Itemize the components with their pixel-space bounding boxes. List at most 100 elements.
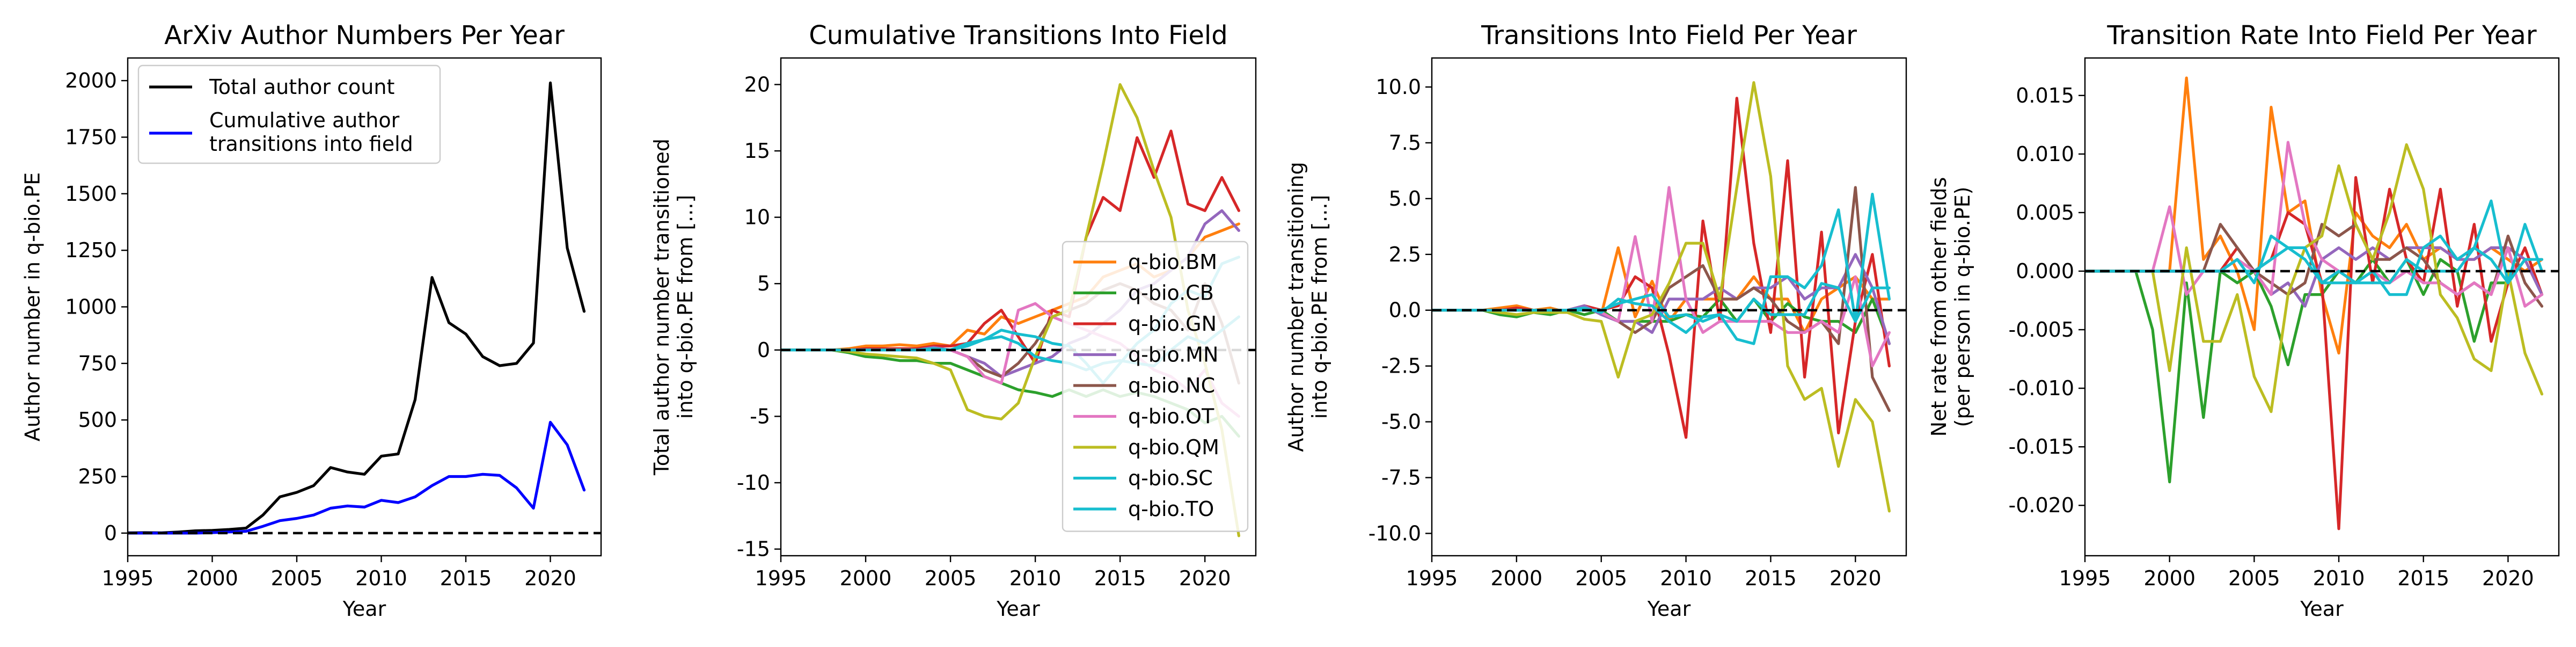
chart-panel-4: Transition Rate Into Field Per Year Year N… [1927,20,2560,621]
series-line-q-bio-gn [2085,176,2544,530]
legend-label: Cumulative author transitions into field [209,108,413,156]
series-line-total-author-count [128,81,586,535]
y-tick-label: 5 [757,272,770,295]
y-tick-label: 5.0 [1389,187,1421,210]
y-tick-label: 10.0 [1375,75,1421,99]
legend: Total author count Cumulative author trans… [137,64,441,164]
y-tick-label: 1500 [65,182,117,206]
x-axis-label: Year [996,597,1040,621]
chart-panel-1: ArXiv Author Numbers Per Year Year Author … [20,20,602,621]
x-tick-label: 2000 [2143,566,2196,590]
y-tick-label: 0.005 [2016,201,2074,224]
series-line-q-bio-qm [2085,143,2544,413]
x-tick-label: 2020 [1829,566,1882,590]
series-line-q-bio-qm [1432,81,1891,513]
x-tick-label: 2020 [1179,566,1231,590]
series-line-q-bio-qm [781,83,1240,537]
y-axis-label: Net rate from other fields(per person in… [1927,177,1974,437]
x-tick-label: 1995 [1406,566,1458,590]
legend-label: q-bio.BM [1128,250,1217,274]
series-line-q-bio-bm [2085,76,2544,355]
x-tick-label: 1995 [2059,566,2111,590]
y-tick-label: 20 [744,72,770,96]
x-tick-label: 2005 [271,566,323,590]
y-tick-label: -0.020 [2009,493,2075,517]
x-tick-label: 2000 [840,566,892,590]
series-line-q-bio-cb [2085,258,2544,484]
x-axis-label: Year [2300,597,2344,621]
x-tick-label: 2005 [1575,566,1627,590]
y-tick-label: -0.005 [2009,318,2075,341]
y-tick-label: -10.0 [1368,521,1421,545]
y-tick-label: 15 [744,139,770,163]
y-tick-label: -2.5 [1381,354,1421,378]
plot-area [2085,76,2559,530]
y-tick-label: 250 [78,465,117,489]
y-tick-label: -5 [750,404,770,428]
legend-label: q-bio.GN [1128,312,1217,336]
y-axis-label: Total author number transitionedinto q-b… [650,139,697,476]
legend-label: q-bio.SC [1128,467,1213,490]
y-tick-label: 0.010 [2016,142,2074,166]
chart-panel-2: Cumulative Transitions Into Field Year Tot… [650,20,1257,621]
x-tick-label: 2010 [2313,566,2365,590]
axes-frame [780,57,1257,557]
y-tick-label: 7.5 [1389,131,1421,155]
x-tick-label: 2005 [925,566,977,590]
x-tick-label: 1995 [755,566,807,590]
legend-label: q-bio.MN [1128,343,1218,367]
plot-area [128,81,601,535]
y-tick-label: 2000 [65,69,117,92]
x-tick-label: 2020 [524,566,576,590]
x-tick-label: 2015 [440,566,492,590]
y-tick-label: 0.0 [1389,299,1421,322]
y-tick-label: 0 [104,521,117,545]
chart-title: ArXiv Author Numbers Per Year [164,20,565,50]
y-axis-label: Author number transitioninginto q-bio.PE… [1284,162,1331,452]
y-tick-label: -7.5 [1381,466,1421,490]
y-tick-label: -10 [737,471,770,495]
chart-title: Transitions Into Field Per Year [1481,20,1857,50]
legend: q-bio.BM q-bio.CB q-bio.GN q-bio.MN q-bio.NC… [1062,241,1249,532]
x-tick-label: 2010 [355,566,407,590]
series-line-cumulative-author-transitions-into-field [128,420,586,535]
y-tick-label: 750 [78,352,117,375]
y-tick-label: -0.010 [2009,376,2075,400]
y-tick-label: 0.015 [2016,84,2074,107]
x-tick-label: 2005 [2228,566,2280,590]
x-tick-label: 2015 [1094,566,1146,590]
y-tick-label: 10 [744,206,770,229]
x-tick-label: 1995 [102,566,154,590]
x-tick-label: 2010 [1660,566,1712,590]
y-tick-label: -0.015 [2009,435,2075,459]
legend-label: q-bio.CB [1128,281,1214,305]
x-axis-label: Year [342,597,386,621]
y-tick-label: -15 [737,537,770,561]
legend-label: q-bio.TO [1128,497,1214,521]
x-tick-label: 2020 [2482,566,2534,590]
axes-frame [127,57,602,557]
y-tick-label: 1750 [65,125,117,149]
x-tick-label: 2000 [1490,566,1542,590]
y-tick-label: 2.5 [1389,243,1421,266]
x-tick-label: 2015 [2397,566,2449,590]
plot-area [1432,81,1906,513]
x-tick-label: 2010 [1009,566,1062,590]
y-tick-label: -5.0 [1381,410,1421,434]
y-tick-label: 0 [757,338,770,362]
legend-label: q-bio.NC [1128,374,1215,397]
legend-label: q-bio.OT [1128,405,1214,428]
legend-label: Total author count [209,75,394,99]
series-line-q-bio-ot [1432,186,1891,368]
axes-frame [1431,57,1907,557]
y-tick-label: 1250 [65,238,117,262]
chart-title: Transition Rate Into Field Per Year [2106,20,2536,50]
x-axis-label: Year [1647,597,1691,621]
chart-panel-3: Transitions Into Field Per Year Year Autho… [1284,20,1907,621]
x-tick-label: 2000 [186,566,238,590]
y-tick-label: 500 [78,408,117,432]
axes-frame [2084,57,2560,557]
y-axis-label: Author number in q-bio.PE [20,172,44,441]
